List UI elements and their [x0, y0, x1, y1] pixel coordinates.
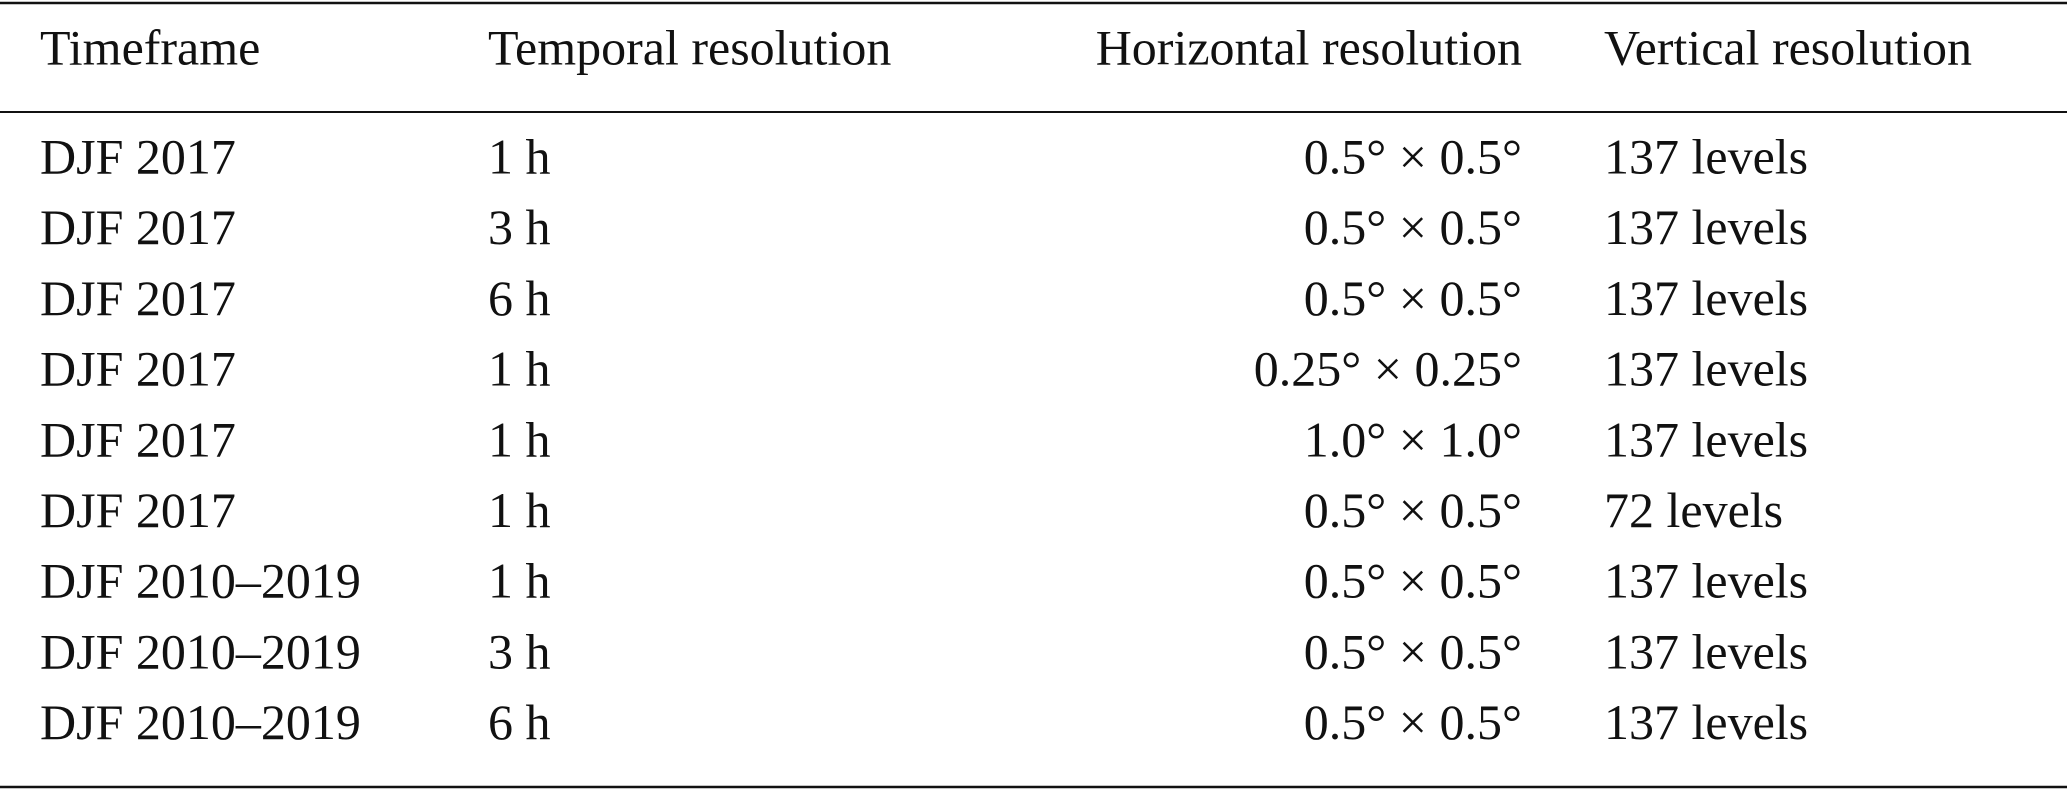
cell: DJF 2010–2019: [40, 553, 361, 609]
cell: 0.25° × 0.25°: [1254, 341, 1522, 397]
cell: 1 h: [488, 411, 551, 467]
cell: DJF 2017: [40, 128, 236, 184]
cell: DJF 2017: [40, 341, 236, 397]
cell: 6 h: [488, 694, 551, 750]
cell: 137 levels: [1604, 411, 1808, 467]
cell: 0.5° × 0.5°: [1304, 553, 1522, 609]
cell: DJF 2010–2019: [40, 623, 361, 679]
cell: DJF 2017: [40, 482, 236, 538]
cell: 0.5° × 0.5°: [1304, 623, 1522, 679]
header-cell: Vertical resolution: [1604, 19, 1972, 75]
cell: DJF 2017: [40, 270, 236, 326]
header-cell: Timeframe: [40, 19, 260, 75]
cell: 137 levels: [1604, 128, 1808, 184]
cell: 0.5° × 0.5°: [1304, 694, 1522, 750]
cell: 1 h: [488, 128, 551, 184]
cell: 137 levels: [1604, 694, 1808, 750]
cell: 137 levels: [1604, 623, 1808, 679]
cell: 137 levels: [1604, 270, 1808, 326]
cell: 0.5° × 0.5°: [1304, 482, 1522, 538]
cell: 1 h: [488, 482, 551, 538]
cell: 1 h: [488, 341, 551, 397]
cell: 1 h: [488, 553, 551, 609]
cell: 3 h: [488, 623, 551, 679]
cell: 0.5° × 0.5°: [1304, 199, 1522, 255]
cell: 72 levels: [1604, 482, 1783, 538]
cell: 137 levels: [1604, 553, 1808, 609]
header-cell: Temporal resolution: [488, 19, 891, 75]
cell: DJF 2017: [40, 199, 236, 255]
header-cell: Horizontal resolution: [1096, 19, 1522, 75]
cell: 6 h: [488, 270, 551, 326]
cell: 3 h: [488, 199, 551, 255]
cell: DJF 2017: [40, 411, 236, 467]
cell: 0.5° × 0.5°: [1304, 128, 1522, 184]
cell: 0.5° × 0.5°: [1304, 270, 1522, 326]
cell: DJF 2010–2019: [40, 694, 361, 750]
cell: 137 levels: [1604, 199, 1808, 255]
cell: 137 levels: [1604, 341, 1808, 397]
cell: 1.0° × 1.0°: [1304, 411, 1522, 467]
